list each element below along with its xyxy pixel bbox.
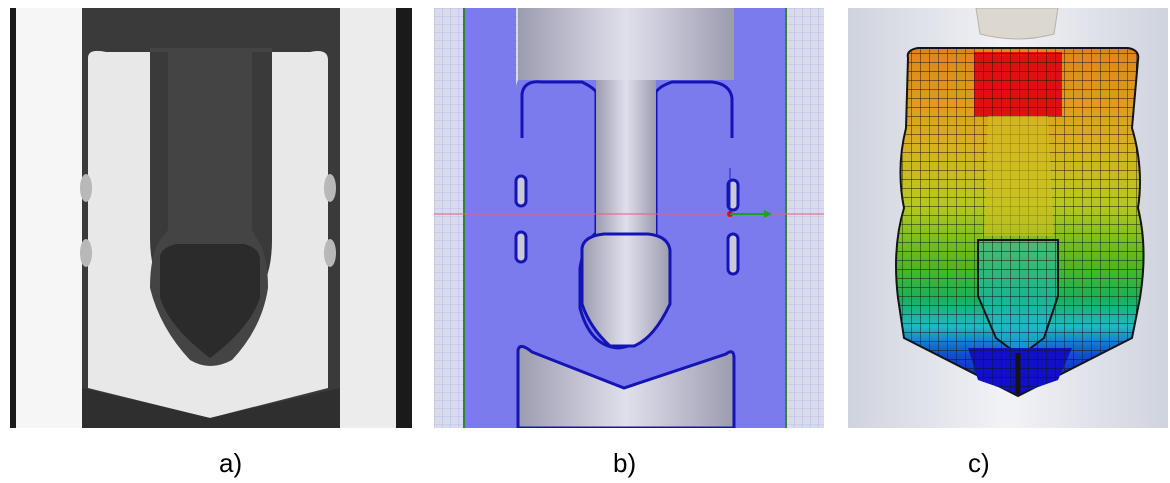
panel-a-label: a) <box>219 448 243 478</box>
panel-a-xray-image <box>10 8 412 428</box>
panel-b-label: b) <box>613 448 637 478</box>
panel-c-fem-contour <box>848 8 1168 428</box>
right-edge-bar <box>396 8 412 428</box>
xyz-axis-icon <box>727 168 772 218</box>
left-edge-bar <box>10 8 16 428</box>
xray-cross-section-graphic <box>10 8 412 428</box>
simulation-mesh-graphic <box>434 8 824 428</box>
panel-c-label: c) <box>968 448 990 478</box>
pin-head <box>580 232 672 348</box>
sleeve-light-region <box>88 50 328 418</box>
lower-rod <box>516 345 736 428</box>
upper-rod <box>518 8 734 80</box>
panel-b-simulation-mesh <box>434 8 824 428</box>
bottom-chevron <box>82 388 340 428</box>
top-fixture <box>975 8 1059 40</box>
pin-shaft <box>596 80 656 236</box>
fem-contour-graphic <box>848 8 1168 428</box>
